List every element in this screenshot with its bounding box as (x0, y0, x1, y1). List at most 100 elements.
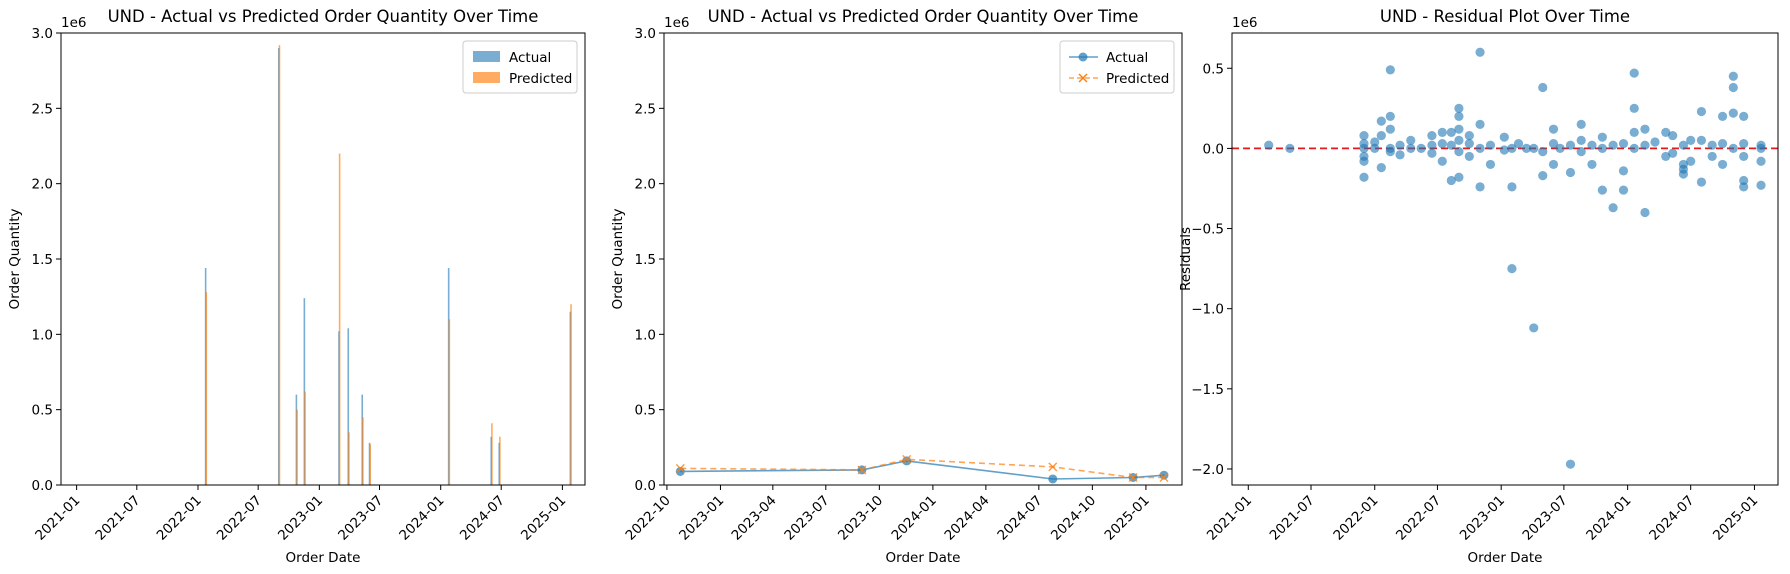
y-tick-label: 0.5 (1203, 61, 1224, 77)
bar (491, 423, 493, 485)
chart-title: UND - Residual Plot Over Time (1380, 7, 1630, 26)
chart-title: UND - Actual vs Predicted Order Quantity… (108, 7, 539, 26)
x-tick-label: 2024-01 (396, 493, 447, 544)
marker-x (1048, 462, 1058, 472)
legend-swatch (473, 51, 500, 62)
x-tick-label: 2024-01 (889, 493, 940, 544)
point (1395, 140, 1405, 150)
point (1587, 140, 1597, 150)
point (1507, 182, 1517, 192)
point (1597, 143, 1607, 154)
plot-area (1232, 33, 1778, 485)
point (1385, 143, 1395, 154)
legend-label: Predicted (509, 71, 572, 87)
point (1475, 182, 1485, 192)
point (1668, 148, 1678, 158)
point (1739, 138, 1749, 149)
y-tick-label: 1.5 (635, 252, 656, 268)
point (1370, 137, 1380, 147)
legend-box (1059, 40, 1175, 94)
x-tick-label: 2023-07 (335, 493, 386, 544)
point (1618, 185, 1629, 195)
marker-x (675, 463, 685, 473)
point (1485, 140, 1496, 150)
point (1555, 143, 1565, 154)
x-axis-label: Order Date (1468, 550, 1543, 566)
x-tick-label: 2022-07 (214, 493, 265, 544)
y-offset-text: 1e6 (1232, 15, 1257, 31)
point (1587, 159, 1597, 170)
y-tick-label: 3.0 (635, 26, 656, 42)
point (1485, 159, 1496, 170)
y-tick-label: 0.5 (32, 403, 53, 419)
bar (278, 45, 281, 485)
point (1576, 119, 1586, 129)
x-tick-label: 2023-07 (1520, 493, 1571, 544)
point (1507, 143, 1517, 154)
plot-area (61, 33, 585, 485)
point (1513, 138, 1524, 149)
series-residuals (1264, 47, 1766, 469)
x-tick-label: 2023-01 (1457, 493, 1508, 544)
x-tick-label: 2023-07 (781, 493, 832, 544)
point (1529, 323, 1539, 333)
point (1521, 143, 1532, 154)
point (1597, 185, 1607, 195)
point (1454, 172, 1464, 182)
x-tick-label: 2021-01 (1204, 493, 1255, 544)
point (1696, 135, 1707, 145)
point (1696, 177, 1707, 187)
point (1629, 68, 1639, 78)
y-tick-label: 3.0 (32, 26, 53, 42)
bar (347, 328, 350, 485)
x-tick-label: 2024-04 (941, 493, 992, 544)
point (1640, 140, 1650, 150)
x-tick-label: 2025-01 (518, 493, 569, 544)
point (1756, 140, 1766, 150)
bar (304, 391, 306, 485)
point (1717, 138, 1728, 149)
point (1538, 147, 1548, 157)
legend-label: Predicted (1106, 71, 1169, 87)
point (1529, 143, 1539, 154)
y-tick-label: 0.0 (1203, 141, 1224, 157)
x-tick-label: 2022-07 (1393, 493, 1444, 544)
point (1548, 159, 1559, 170)
legend-label: Actual (509, 50, 551, 66)
legend: Actual Predicted (1059, 40, 1175, 94)
y-tick-label: 0.5 (635, 403, 656, 419)
point (1385, 111, 1395, 121)
point (1739, 175, 1749, 186)
point (1475, 47, 1485, 57)
chart-1: UND - Actual vs Predicted Order Quantity… (7, 7, 586, 566)
point (1437, 127, 1447, 137)
point (1437, 138, 1447, 149)
point (1618, 138, 1629, 149)
x-tick-label: 2023-04 (728, 493, 779, 544)
y-tick-label: 1.5 (32, 252, 53, 268)
point (1717, 111, 1728, 121)
point (1608, 140, 1618, 150)
point (1454, 124, 1464, 134)
plot-area (664, 33, 1182, 485)
x-tick-label: 2021-01 (32, 493, 83, 544)
legend-label: Actual (1106, 50, 1148, 66)
point (1437, 156, 1447, 166)
point (1416, 143, 1426, 154)
point (1640, 207, 1650, 218)
marker-x (902, 454, 912, 464)
point (1728, 71, 1738, 81)
legend: Actual Predicted (462, 40, 578, 94)
x-tick-label: 2021-07 (1267, 493, 1318, 544)
y-tick-label: 2.5 (635, 101, 656, 117)
point (1359, 130, 1369, 141)
x-tick-label: 2022-01 (1330, 493, 1381, 544)
point (1538, 82, 1548, 93)
x-tick-label: 2024-07 (457, 493, 508, 544)
marker-x (857, 465, 867, 475)
marker-x (1128, 472, 1138, 482)
y-tick-label: 0.0 (32, 478, 53, 494)
y-tick-label: −2.0 (1191, 462, 1224, 478)
x-axis-label: Order Date (286, 550, 361, 566)
